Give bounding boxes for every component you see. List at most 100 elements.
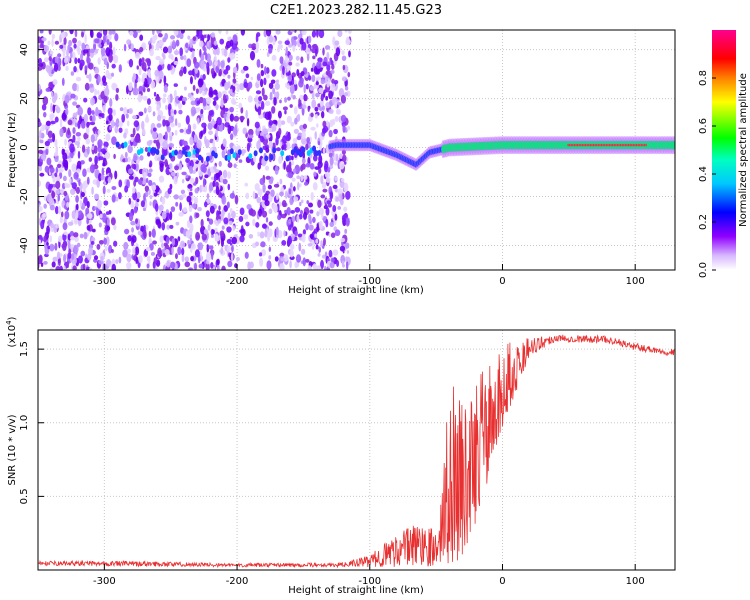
spectrogram-speckle [95,207,100,217]
spectrogram-speckle [186,58,192,68]
spectrogram-speckle [195,231,201,241]
spectrogram-speckle [111,185,117,190]
spectrogram-speckle [94,38,100,44]
spectrogram-speckle [252,190,256,200]
spectrogram-speckle [188,204,193,213]
spectrogram-speckle [82,263,86,270]
spectrogram-speckle [244,251,249,259]
spectrogram-speckle [178,109,183,115]
spectrogram-speckle [268,221,273,226]
spectrogram-speckle [175,253,178,260]
snr-multiplier-exp: 4 [5,320,13,325]
spectrogram-speckle [263,94,268,101]
spectrogram-speckle [256,196,261,204]
spectrogram-speckle [162,46,169,54]
spectrogram-speckle [304,95,308,101]
spectrogram-speckle [70,93,76,99]
spectrogram-speckle [49,267,54,270]
spectrogram-speckle [265,216,269,223]
spectrogram-speckle [74,236,79,243]
spectrogram-speckle [77,255,83,264]
spectrogram-speckle [208,218,214,225]
spectrogram-speckle [62,242,67,252]
spectrogram-speckle [210,32,216,38]
signal-weak [317,150,322,157]
snr-series-line [38,334,675,569]
spectrogram-speckle [49,245,55,251]
spectrogram-speckle [325,207,330,216]
spectrogram-speckle [134,134,141,143]
spectrogram-speckle [300,248,306,255]
spectrogram-speckle [268,178,274,185]
spectrogram-speckle [231,92,236,98]
signal-weak [187,151,192,158]
spectrogram-speckle [207,224,211,231]
spectrogram-speckle [158,204,164,211]
spectrogram-speckle [348,30,352,34]
spectrogram-speckle [98,239,104,245]
spectrogram-speckle [230,52,236,60]
signal-weak [280,150,285,157]
spectrogram-speckle [310,126,316,131]
spectrogram-speckle [44,165,50,173]
spectrogram-speckle [127,156,131,163]
spectrogram-speckle [284,40,290,46]
spectrogram-speckle [151,30,155,36]
spectrogram-speckle [190,100,196,106]
spectrogram-speckle [46,242,49,246]
signal-weak [232,152,237,159]
spectrogram-speckle [295,62,300,67]
spectrogram-speckle [202,177,206,188]
spectrogram-speckle [309,85,315,91]
spectrogram-speckle [238,83,245,91]
spectrogram-speckle [297,181,300,191]
spectrogram-speckle [43,45,50,53]
spectrogram-speckle [345,260,349,270]
spectrogram-speckle [300,56,304,64]
spectrogram-speckle [84,34,87,44]
spectrogram-speckle [54,155,59,163]
spectrogram-speckle [206,217,210,222]
spectrogram-speckle [348,50,351,58]
spectrogram-speckle [236,257,240,262]
spectrogram-speckle [169,163,173,169]
spectrogram-speckle [289,260,292,269]
spectrogram-speckle [151,228,156,238]
spectrogram-speckle [314,131,317,140]
spectrogram-speckle [39,40,44,44]
spectrogram-speckle [104,161,108,166]
spectrogram-speckle [38,66,43,71]
spectrogram-speckle [155,96,161,102]
spectrogram-speckle [328,152,333,158]
spectrogram-speckle [330,60,334,66]
spectrogram-speckle [67,252,72,259]
spectrogram-speckle [181,96,188,102]
spectrogram-speckle [336,259,340,268]
spectrogram-speckle [236,83,240,93]
spectrogram-speckle [141,77,145,83]
spectrogram-speckle [170,122,175,128]
spectrogram-speckle [151,184,157,191]
snr-ytick-label: 0.5 [19,488,30,504]
spectrogram-speckle [157,65,163,71]
spectrogram-speckle [124,228,130,235]
signal-weak [160,154,165,161]
spectrogram-speckle [232,78,237,84]
snr-ticks: -300 -200 -100 0 100 0.5 1.0 1.5 [19,341,645,587]
spectrogram-speckle [64,57,69,64]
spectrogram-speckle [166,224,170,230]
spectrogram-speckle [263,205,267,210]
spectrogram-speckle [180,30,185,34]
spectrogram-speckle [292,186,296,192]
spectrogram-speckle [298,242,302,252]
spectrogram-speckle [38,149,44,155]
spectrogram-speckle [118,64,122,73]
spectrogram-speckle [83,132,89,140]
spectrogram-speckle [292,168,297,174]
spectrogram-speckle [334,161,338,166]
spectrogram-speckle [227,124,232,135]
spectrogram-speckle [204,135,207,145]
spectrogram-speckle [130,200,135,209]
spectrogram-speckle [324,251,328,258]
